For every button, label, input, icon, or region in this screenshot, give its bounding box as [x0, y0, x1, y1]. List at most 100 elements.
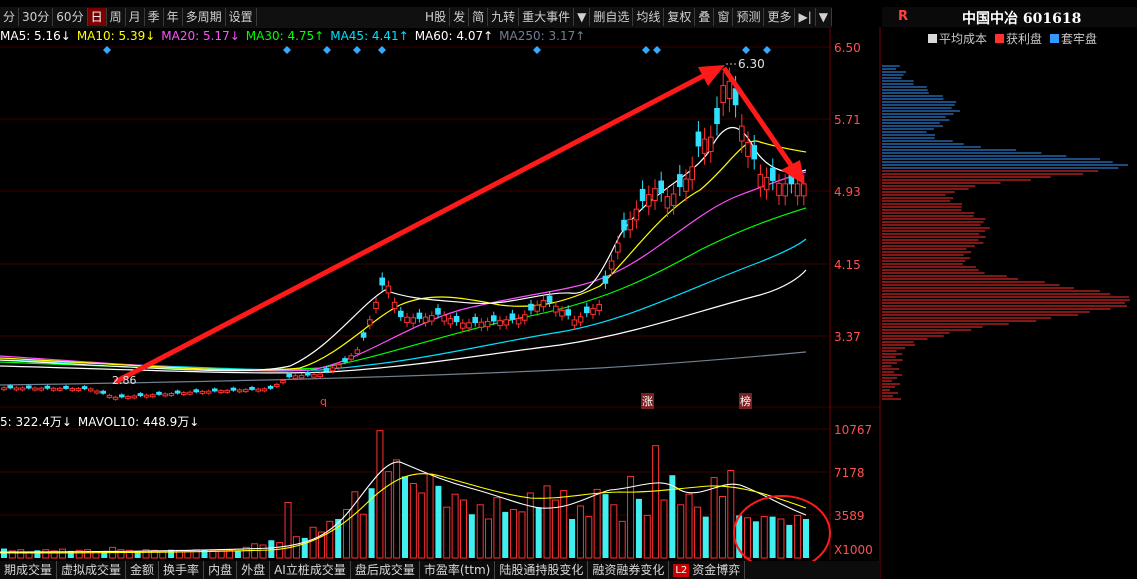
candle-body[interactable] — [367, 319, 373, 326]
period-tab-9[interactable]: 设置 — [226, 8, 257, 26]
candle-body[interactable] — [794, 183, 801, 197]
candle-body[interactable] — [373, 301, 379, 309]
volume-bar[interactable] — [543, 485, 551, 559]
candle-body[interactable] — [305, 372, 311, 376]
candle-body[interactable] — [323, 367, 330, 372]
volume-bar[interactable] — [42, 549, 50, 559]
candle-body[interactable] — [236, 389, 243, 393]
volume-bar[interactable] — [209, 550, 217, 559]
volume-bar[interactable] — [769, 516, 776, 558]
candle-body[interactable] — [509, 313, 516, 320]
volume-bar[interactable] — [627, 475, 635, 559]
candle-body[interactable] — [652, 188, 658, 201]
volume-bar[interactable] — [326, 520, 334, 559]
period-tab-0[interactable]: 分 — [0, 8, 20, 26]
volume-bar[interactable] — [284, 501, 292, 559]
indicator-tab-2[interactable]: 金额 — [126, 561, 160, 579]
candle-body[interactable] — [689, 166, 696, 181]
candle-body[interactable] — [435, 308, 441, 315]
volume-bar[interactable] — [585, 516, 593, 559]
indicator-tab-8[interactable]: 市盈率(ttm) — [420, 561, 496, 579]
candle-body[interactable] — [577, 316, 584, 323]
volume-bar[interactable] — [309, 526, 317, 559]
indicator-tab-9[interactable]: 陆股通持股变化 — [495, 561, 589, 579]
candle-body[interactable] — [515, 318, 522, 325]
candle-body[interactable] — [608, 260, 615, 270]
event-diamonds[interactable] — [103, 46, 771, 54]
period-tab-5[interactable]: 月 — [126, 8, 145, 26]
indicator-tab-1[interactable]: 虚拟成交量 — [57, 561, 127, 579]
candle-body[interactable] — [646, 194, 652, 207]
candle-body[interactable] — [218, 390, 224, 394]
candle-body[interactable] — [584, 306, 590, 314]
volume-bar[interactable] — [409, 482, 417, 559]
candle-body[interactable] — [119, 394, 125, 398]
volume-bar[interactable] — [234, 550, 241, 558]
candle-body[interactable] — [540, 299, 547, 308]
candle-body[interactable] — [559, 309, 565, 317]
candle-body[interactable] — [88, 388, 94, 392]
candle-body[interactable] — [602, 275, 609, 284]
volume-bar[interactable] — [226, 549, 234, 559]
candle-body[interactable] — [7, 385, 13, 389]
candle-body[interactable] — [801, 183, 807, 197]
volume-bar[interactable] — [576, 505, 584, 559]
candle-body[interactable] — [385, 285, 392, 294]
volume-bar[interactable] — [50, 550, 58, 559]
volume-bar[interactable] — [602, 494, 609, 558]
event-mark-zhang[interactable]: 涨 — [641, 393, 654, 409]
candle-body[interactable] — [422, 316, 429, 323]
volume-bar[interactable] — [192, 549, 200, 559]
volume-bar[interactable] — [242, 546, 250, 559]
period-tab-4[interactable]: 周 — [107, 8, 126, 26]
indicator-tab-11[interactable]: L2 资金博弈 — [669, 561, 746, 579]
candle-body[interactable] — [546, 295, 553, 303]
candle-body[interactable] — [354, 349, 361, 355]
volume-bar[interactable] — [468, 514, 475, 558]
tool-button-9[interactable]: 叠 — [695, 8, 715, 26]
candle-body[interactable] — [522, 314, 528, 321]
candle-body[interactable] — [460, 322, 466, 329]
candle-body[interactable] — [503, 319, 509, 326]
candle-body[interactable] — [453, 316, 460, 323]
volume-bar[interactable] — [660, 499, 668, 559]
volume-bar[interactable] — [276, 542, 284, 559]
candle-body[interactable] — [112, 396, 119, 400]
volume-bar[interactable] — [317, 531, 325, 559]
volume-bar[interactable] — [493, 497, 501, 559]
candle-body[interactable] — [627, 219, 634, 231]
volume-bar[interactable] — [510, 509, 518, 559]
candle-body[interactable] — [243, 389, 249, 393]
candle-body[interactable] — [751, 145, 758, 160]
tool-button-0[interactable]: H股 — [422, 8, 451, 26]
candle-body[interactable] — [677, 174, 683, 187]
candle-body[interactable] — [168, 392, 175, 396]
candle-body[interactable] — [125, 395, 131, 399]
volume-bar[interactable] — [744, 517, 752, 559]
candle-body[interactable] — [360, 332, 367, 338]
period-tab-8[interactable]: 多周期 — [183, 8, 226, 26]
candle-body[interactable] — [255, 388, 261, 392]
volume-bar[interactable] — [8, 550, 16, 559]
tool-button-7[interactable]: 均线 — [633, 8, 665, 26]
candle-body[interactable] — [478, 321, 485, 328]
tool-button-4[interactable]: 重大事件 — [519, 8, 575, 26]
candle-body[interactable] — [286, 373, 292, 378]
candle-body[interactable] — [94, 390, 100, 394]
volume-bar[interactable] — [669, 475, 676, 558]
candle-body[interactable] — [317, 373, 323, 378]
candle-body[interactable] — [329, 367, 336, 372]
candle-body[interactable] — [534, 304, 541, 312]
candle-body[interactable] — [187, 391, 193, 395]
candle-body[interactable] — [348, 355, 354, 360]
volume-bar[interactable] — [359, 513, 367, 559]
volume-bar[interactable] — [125, 549, 133, 559]
volume-bar[interactable] — [459, 499, 467, 559]
candle-body[interactable] — [57, 387, 63, 391]
candle-body[interactable] — [633, 208, 640, 221]
candle-body[interactable] — [280, 380, 286, 384]
candle-body[interactable] — [342, 358, 348, 363]
candle-body[interactable] — [757, 173, 764, 188]
volume-bar[interactable] — [794, 514, 802, 559]
candle-body[interactable] — [726, 80, 733, 99]
